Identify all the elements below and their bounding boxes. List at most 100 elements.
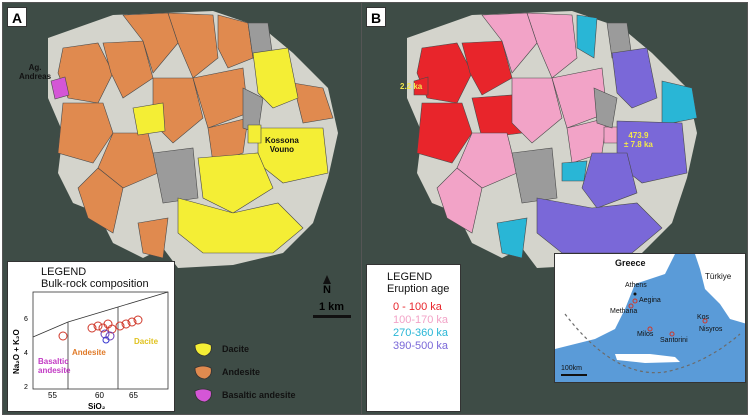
tas-y-axis-label: Na₂O + K₂O bbox=[12, 329, 21, 374]
tas-y-tick: 4 bbox=[24, 350, 28, 357]
tas-point bbox=[58, 331, 68, 341]
lithology-item-andesite: Andesite bbox=[192, 364, 260, 380]
inset-trench bbox=[564, 313, 741, 374]
andesite-flow bbox=[207, 117, 249, 164]
tas-point bbox=[115, 321, 125, 331]
tas-x-tick: 65 bbox=[129, 391, 138, 400]
composition-legend: LEGEND Bulk-rock composition bbox=[7, 261, 175, 412]
age-legend-item: 390-500 ka bbox=[393, 340, 449, 352]
kossona-vouno-label: Kossona Vouno bbox=[265, 136, 299, 154]
age-unit-0-100 bbox=[416, 102, 473, 164]
andesite-flow bbox=[217, 14, 254, 69]
dacite-flow bbox=[197, 152, 274, 214]
inset-methana-marker bbox=[628, 303, 634, 309]
age-unit-100-170 bbox=[511, 77, 563, 144]
inset-turkiye-land bbox=[695, 254, 745, 324]
inset-greece-land bbox=[555, 254, 675, 349]
map-a-canvas bbox=[3, 3, 369, 414]
lithology-label: Basaltic andesite bbox=[222, 390, 296, 400]
inset-crete bbox=[615, 354, 680, 363]
tas-point bbox=[93, 321, 103, 331]
andesite-flow bbox=[57, 102, 114, 164]
andesite-flow bbox=[77, 167, 124, 234]
age-label-old: 473.9 ± 7.8 ka bbox=[624, 131, 653, 149]
composition-legend-title: LEGEND bbox=[41, 266, 87, 278]
north-arrow-icon bbox=[323, 275, 331, 284]
basaltic-andesite-flow bbox=[50, 76, 70, 100]
age-legend-subtitle: Eruption age bbox=[387, 283, 450, 295]
tas-point bbox=[100, 329, 110, 339]
age-unit-100-170 bbox=[481, 12, 538, 74]
inset-athens-label: Athens bbox=[625, 282, 647, 289]
tas-sample-points bbox=[58, 315, 143, 344]
andesite-flow bbox=[137, 217, 169, 259]
tas-x-tick: 60 bbox=[95, 391, 104, 400]
age-legend-item: 100-170 ka bbox=[393, 314, 449, 326]
tas-y-tick: 2 bbox=[24, 384, 28, 391]
tas-diagram bbox=[32, 291, 169, 390]
tas-point bbox=[105, 331, 115, 341]
tas-boundary bbox=[32, 321, 69, 338]
dacite-flow bbox=[177, 197, 304, 254]
tas-boundary bbox=[67, 306, 119, 323]
age-legend-items: 0 - 100 ka 100-170 ka 270-360 ka 390-500… bbox=[393, 301, 448, 353]
inset-map: Greece Türkiye Athens Aegina Methana Mil… bbox=[554, 253, 746, 383]
inset-nisyros-label: Nisyros bbox=[699, 326, 723, 333]
age-label-young: 2.2 ka bbox=[400, 82, 423, 91]
panel-b-age-map: B 2.2 ka 473.9 ± 7.8 ka LEGEND Eruption … bbox=[361, 2, 748, 415]
inset-peloponnese bbox=[585, 304, 615, 332]
tas-x-tick: 55 bbox=[48, 391, 57, 400]
age-unit-390-500 bbox=[611, 47, 658, 109]
inset-aegina-label: Aegina bbox=[639, 297, 661, 304]
inset-milos-marker bbox=[647, 326, 653, 332]
andesite-field-label: Andesite bbox=[72, 348, 106, 357]
andesite-flow bbox=[292, 82, 334, 124]
age-unit-100-170 bbox=[526, 12, 578, 79]
age-unit-0-100 bbox=[413, 76, 429, 96]
undifferentiated-unit bbox=[511, 147, 558, 204]
andesite-flow bbox=[122, 12, 179, 74]
age-unit-100-170 bbox=[436, 167, 483, 234]
age-unit-100-170 bbox=[456, 132, 518, 189]
inset-scale-bar bbox=[561, 374, 587, 376]
lithology-label: Andesite bbox=[222, 367, 261, 377]
age-unit-390-500 bbox=[581, 152, 638, 209]
scale-label: 1 km bbox=[319, 301, 345, 313]
undifferentiated-unit bbox=[593, 87, 618, 129]
tas-point bbox=[127, 317, 137, 327]
inset-athens-marker bbox=[633, 292, 637, 296]
tas-y-tick: 6 bbox=[24, 316, 28, 323]
basaltic-andesite-swatch bbox=[194, 388, 212, 403]
tas-point bbox=[107, 324, 117, 334]
tas-plot-frame bbox=[32, 291, 169, 390]
age-legend-item: 0 - 100 ka bbox=[393, 301, 442, 313]
composition-legend-subtitle: Bulk-rock composition bbox=[41, 278, 149, 290]
dacite-field-label: Dacite bbox=[134, 337, 159, 346]
ag-andreas-label: Ag. Andreas bbox=[19, 63, 52, 81]
panel-a-composition-map: A Ag. Andreas Kossona Vouno LEGEND Bulk-… bbox=[2, 2, 370, 415]
age-unit-270-360 bbox=[496, 217, 528, 259]
north-arrow: N bbox=[323, 275, 331, 296]
dacite-flow bbox=[252, 47, 299, 109]
tas-boundary bbox=[117, 291, 169, 308]
basaltic-andesite-field-label: Basaltic andesite bbox=[38, 357, 71, 375]
north-label: N bbox=[323, 284, 331, 296]
age-legend: LEGEND Eruption age 0 - 100 ka 100-170 k… bbox=[366, 264, 461, 412]
tas-point bbox=[133, 315, 143, 325]
age-unit-100-170 bbox=[603, 126, 619, 144]
age-unit-270-360 bbox=[661, 80, 698, 126]
inset-scale-label: 100km bbox=[561, 365, 583, 372]
tas-point bbox=[121, 319, 131, 329]
tas-x-axis-label: SiO₂ bbox=[88, 402, 106, 411]
dacite-flow bbox=[247, 124, 262, 144]
age-unit-0-100 bbox=[461, 40, 513, 96]
lithology-item-basaltic-andesite: Basaltic andesite bbox=[192, 387, 296, 403]
tas-point bbox=[102, 336, 110, 344]
inset-map-canvas bbox=[555, 254, 745, 382]
inset-milos-label: Milos bbox=[637, 331, 654, 338]
inset-turkiye-label: Türkiye bbox=[705, 272, 732, 281]
andesite-swatch bbox=[194, 365, 212, 380]
inset-santorini-marker bbox=[669, 331, 675, 337]
lithology-item-dacite: Dacite bbox=[192, 341, 249, 357]
lithology-label: Dacite bbox=[222, 344, 250, 354]
